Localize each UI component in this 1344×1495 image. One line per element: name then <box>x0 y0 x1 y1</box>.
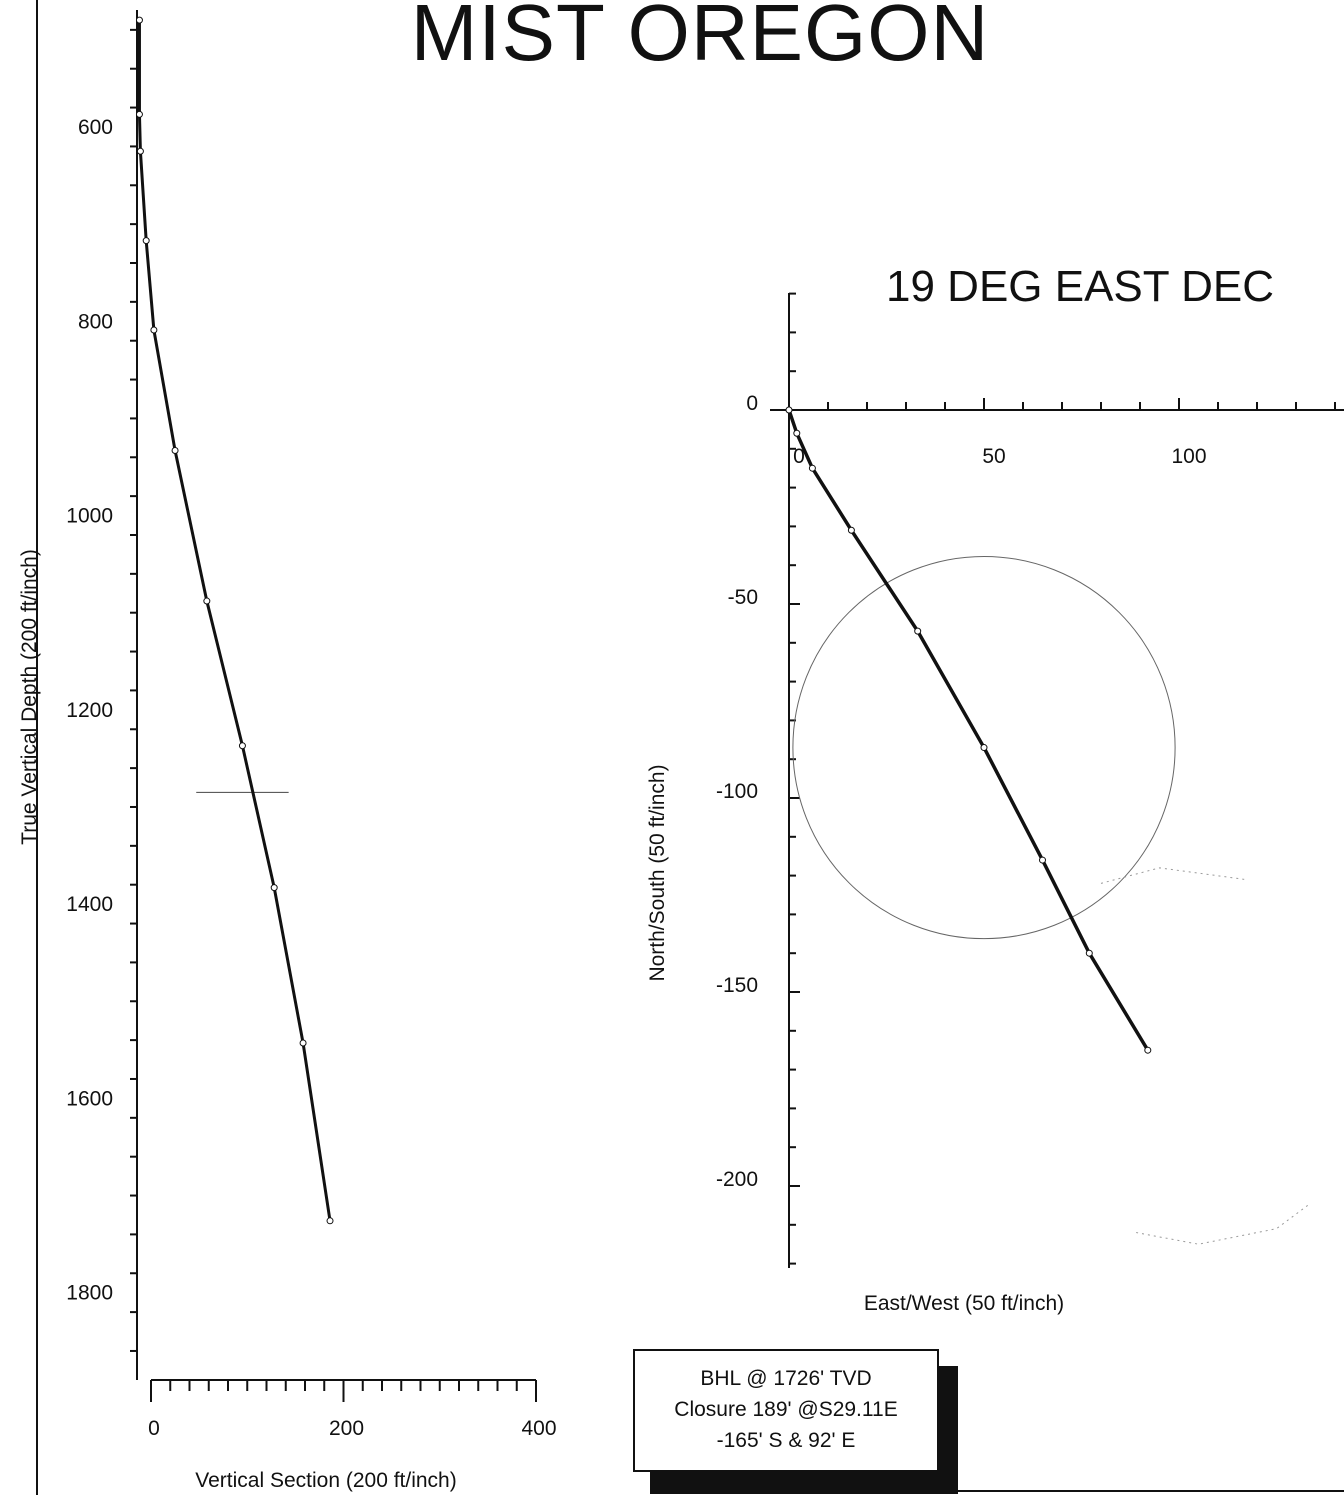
vertical-section-x-tick-label: 0 <box>148 1417 160 1440</box>
plan-view-title: 19 DEG EAST DEC <box>886 262 1274 311</box>
page-title: MIST OREGON <box>410 0 990 77</box>
plan-view-x-tick-label: 100 <box>1171 445 1206 468</box>
plan-view-x-tick-label: 50 <box>982 445 1005 468</box>
vertical-section-survey-point <box>238 742 246 750</box>
plan-view-survey-point <box>1085 949 1093 957</box>
plan-view-well-path <box>787 409 1150 1052</box>
bhl-line-tvd: BHL @ 1726' TVD <box>700 1367 872 1390</box>
plan-view-x-tick-label: 0 <box>793 445 805 468</box>
plan-view-y-tick-label: 0 <box>746 392 758 415</box>
page-frame-bottom-rule <box>650 1490 1344 1492</box>
vertical-section-survey-point <box>270 884 278 892</box>
vertical-section-survey-point <box>150 326 158 334</box>
vertical-section-x-tick-label: 200 <box>329 1417 364 1440</box>
vertical-section-survey-point <box>326 1217 334 1225</box>
plan-view-survey-point <box>847 526 855 534</box>
vertical-section-y-tick-label: 800 <box>78 310 113 333</box>
vertical-section-survey-point <box>299 1039 307 1047</box>
vertical-section-y-tick-label: 1200 <box>66 699 113 722</box>
vertical-section-y-tick-label: 1800 <box>66 1282 113 1305</box>
plan-view-survey-point <box>785 406 793 414</box>
bhl-line-closure: Closure 189' @S29.11E <box>674 1398 898 1421</box>
bhl-info-box: BHL @ 1726' TVD Closure 189' @S29.11E -1… <box>633 1349 939 1472</box>
plan-view-survey-point <box>980 744 988 752</box>
vertical-section-y-tick-label: 1600 <box>66 1087 113 1110</box>
vertical-section-survey-point <box>142 237 150 245</box>
plan-view-survey-point <box>793 429 801 437</box>
vertical-section-ylabel: True Vertical Depth (200 ft/inch) <box>18 549 41 845</box>
plan-view-y-tick-label: -50 <box>728 586 758 609</box>
vertical-section-survey-point <box>136 147 144 155</box>
plan-view-survey-point <box>808 464 816 472</box>
vertical-section-survey-point <box>135 110 143 118</box>
plan-view-dotted-arc <box>1136 1204 1308 1245</box>
plan-view-y-tick-label: -200 <box>716 1168 758 1191</box>
plan-view-y-tick-label: -150 <box>716 974 758 997</box>
plan-view-target-circle <box>792 555 1176 940</box>
page-frame-left-rule <box>36 0 38 1495</box>
bhl-line-offsets: -165' S & 92' E <box>716 1429 856 1452</box>
plan-view-survey-point <box>914 627 922 635</box>
vertical-section-y-tick-label: 600 <box>78 116 113 139</box>
vertical-section-y-tick-label: 1400 <box>66 893 113 916</box>
plan-view-ylabel: North/South (50 ft/inch) <box>646 764 669 981</box>
plan-view-dotted-arc <box>1100 867 1246 884</box>
plan-view-survey-point <box>1039 856 1046 864</box>
plan-view-y-tick-label: -100 <box>716 780 758 803</box>
vertical-section-survey-point <box>171 446 179 454</box>
vertical-section-xlabel: Vertical Section (200 ft/inch) <box>195 1469 456 1492</box>
plan-view-survey-point <box>1144 1046 1152 1054</box>
vertical-section-y-tick-label: 1000 <box>66 505 113 528</box>
vertical-section-x-tick-label: 400 <box>521 1417 556 1440</box>
plan-view-xlabel: East/West (50 ft/inch) <box>864 1292 1064 1315</box>
vertical-section-survey-point <box>135 16 143 24</box>
vertical-section-survey-point <box>203 597 211 605</box>
